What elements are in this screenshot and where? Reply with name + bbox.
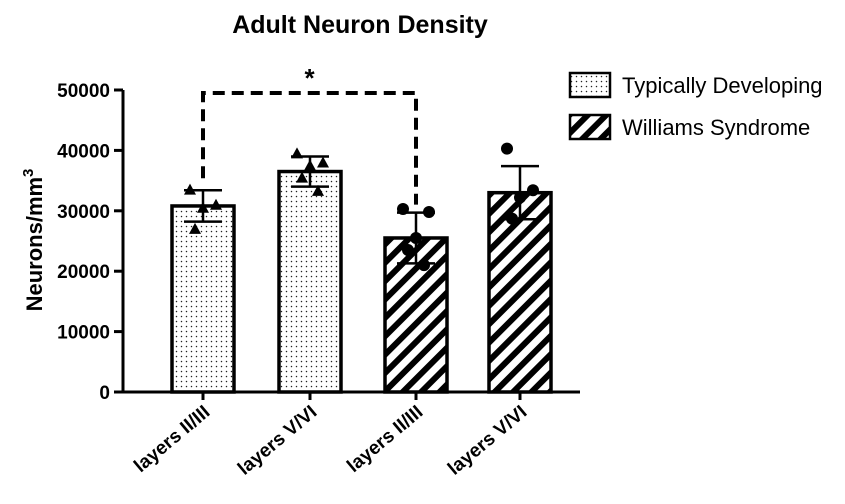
y-axis-title-main: Neurons/mm bbox=[22, 177, 47, 311]
y-axis-title: Neurons/mm3 bbox=[20, 169, 47, 312]
data-point-triangle bbox=[189, 222, 201, 234]
y-tick-label: 30000 bbox=[57, 202, 110, 223]
legend-label-williams-syndrome: Williams Syndrome bbox=[622, 115, 810, 140]
legend-swatch-williams-syndrome bbox=[568, 113, 612, 141]
data-point-circle bbox=[397, 202, 409, 215]
data-point-triangle bbox=[312, 184, 324, 196]
x-tick-label: layers II/III bbox=[130, 402, 214, 477]
bar bbox=[487, 190, 553, 394]
x-tick-label: layers II/III bbox=[343, 402, 427, 477]
x-axis: layers II/III layers V/VI layers II/III lay… bbox=[123, 390, 580, 480]
chart-title: Adult Neuron Density bbox=[232, 11, 488, 39]
data-point-circle bbox=[410, 231, 422, 244]
bar bbox=[277, 169, 343, 394]
svg-text:Neurons/mm3: Neurons/mm3 bbox=[20, 169, 47, 312]
legend-swatch-typically-developing bbox=[568, 71, 612, 99]
data-point-circle bbox=[418, 259, 430, 272]
bars bbox=[170, 169, 553, 394]
significance-bracket: * bbox=[201, 63, 418, 205]
data-point-triangle bbox=[296, 171, 308, 183]
data-point-circle bbox=[506, 212, 518, 225]
y-tick-label: 40000 bbox=[57, 141, 110, 162]
data-point-circle bbox=[402, 244, 414, 257]
legend: Typically Developing Williams Syndrome bbox=[568, 71, 823, 141]
data-point-triangle bbox=[291, 147, 303, 159]
legend-label-typically-developing: Typically Developing bbox=[622, 73, 823, 98]
y-axis-title-sup: 3 bbox=[20, 169, 37, 177]
data-point-circle bbox=[527, 184, 539, 197]
significance-label: * bbox=[304, 63, 315, 93]
y-tick-label: 50000 bbox=[57, 81, 110, 102]
data-point-circle bbox=[514, 191, 526, 204]
data-point-triangle bbox=[304, 159, 316, 171]
y-axis: 0 10000 20000 30000 40000 50000 bbox=[57, 81, 125, 404]
y-tick-label: 10000 bbox=[57, 323, 110, 344]
data-points bbox=[184, 142, 539, 272]
data-point-triangle bbox=[317, 156, 329, 168]
data-point-circle bbox=[423, 206, 435, 219]
significance-line bbox=[201, 91, 418, 205]
data-point-circle bbox=[501, 142, 513, 155]
y-tick-label: 20000 bbox=[57, 262, 110, 283]
y-tick-label: 0 bbox=[99, 383, 110, 404]
x-tick-label: layers V/VI bbox=[444, 402, 531, 480]
data-point-triangle bbox=[184, 183, 196, 195]
data-point-triangle bbox=[210, 198, 222, 210]
data-point-triangle bbox=[197, 201, 209, 213]
error-bars bbox=[184, 155, 539, 265]
x-tick-label: layers V/VI bbox=[234, 402, 321, 480]
bar bbox=[170, 204, 236, 394]
